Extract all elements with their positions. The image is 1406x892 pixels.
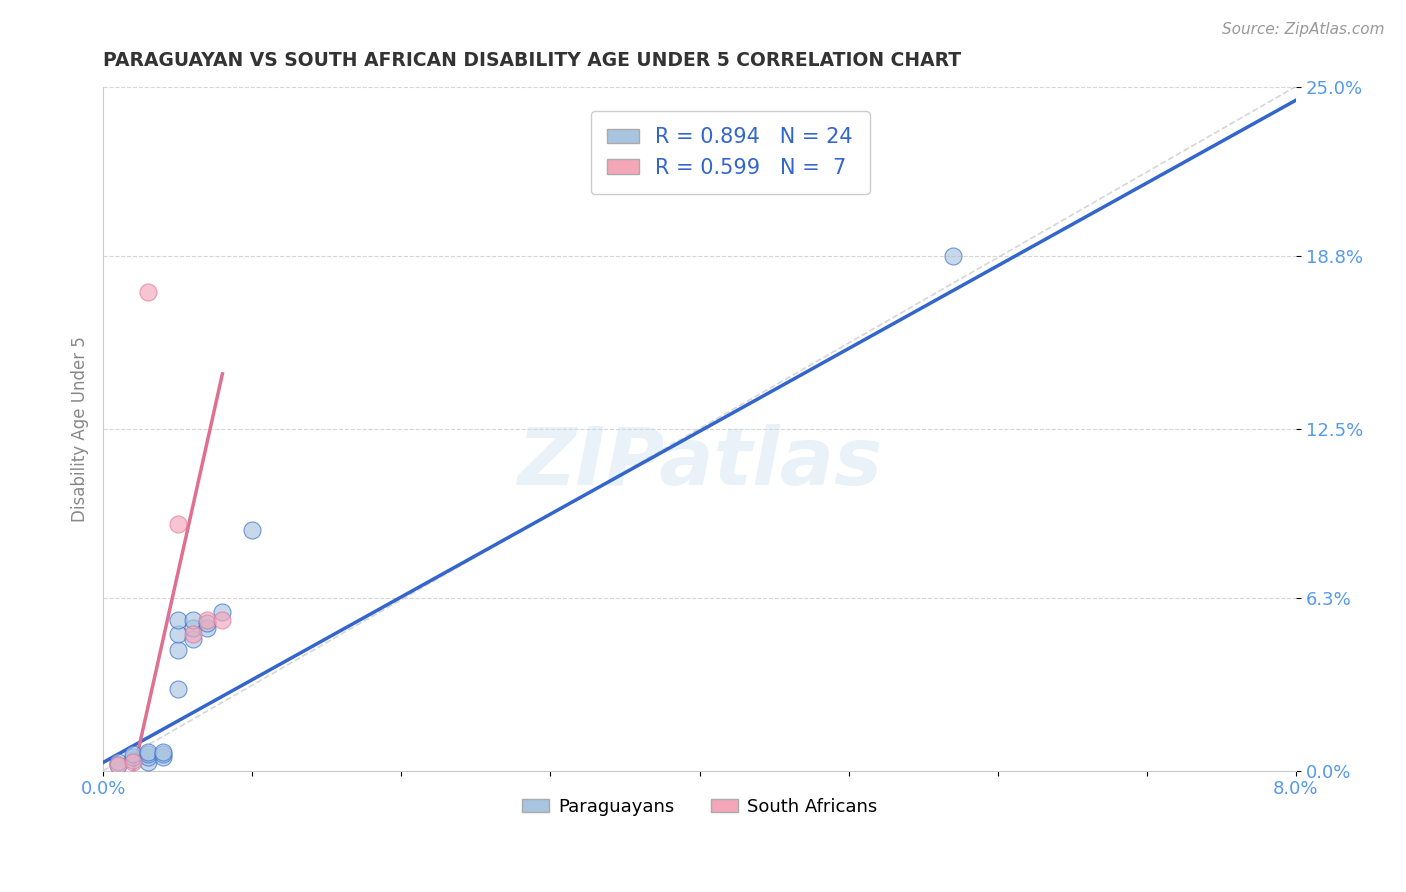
Legend: Paraguayans, South Africans: Paraguayans, South Africans bbox=[515, 791, 884, 823]
Point bbox=[107, 758, 129, 772]
Point bbox=[211, 613, 233, 627]
Point bbox=[166, 627, 188, 641]
Point bbox=[166, 643, 188, 657]
Point bbox=[240, 523, 263, 537]
Point bbox=[136, 750, 159, 764]
Point bbox=[166, 517, 188, 532]
Point bbox=[181, 613, 204, 627]
Y-axis label: Disability Age Under 5: Disability Age Under 5 bbox=[72, 335, 89, 522]
Point bbox=[136, 745, 159, 759]
Point bbox=[197, 613, 219, 627]
Text: ZIPatlas: ZIPatlas bbox=[517, 424, 882, 502]
Point bbox=[197, 621, 219, 635]
Point bbox=[181, 621, 204, 635]
Point bbox=[211, 605, 233, 619]
Point bbox=[166, 681, 188, 696]
Point bbox=[942, 249, 965, 263]
Point bbox=[122, 750, 145, 764]
Point bbox=[122, 753, 145, 767]
Point bbox=[136, 756, 159, 770]
Text: Source: ZipAtlas.com: Source: ZipAtlas.com bbox=[1222, 22, 1385, 37]
Point bbox=[152, 747, 174, 762]
Point bbox=[181, 627, 204, 641]
Point bbox=[107, 758, 129, 772]
Point bbox=[107, 756, 129, 770]
Point bbox=[181, 632, 204, 647]
Point bbox=[122, 747, 145, 762]
Point bbox=[197, 615, 219, 630]
Point bbox=[122, 756, 145, 770]
Text: PARAGUAYAN VS SOUTH AFRICAN DISABILITY AGE UNDER 5 CORRELATION CHART: PARAGUAYAN VS SOUTH AFRICAN DISABILITY A… bbox=[103, 51, 962, 70]
Point bbox=[136, 747, 159, 762]
Point bbox=[166, 613, 188, 627]
Point bbox=[152, 745, 174, 759]
Point bbox=[152, 750, 174, 764]
Point bbox=[136, 285, 159, 299]
